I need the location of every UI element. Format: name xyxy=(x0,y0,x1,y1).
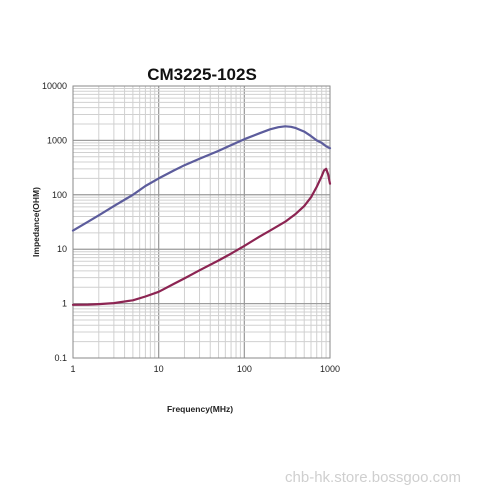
y-tick-label: 1000 xyxy=(47,135,67,145)
watermark-text: chb-hk.store.bossgoo.com xyxy=(285,469,461,486)
x-axis-label: Frequency(MHz) xyxy=(167,404,233,414)
y-tick-label: 1 xyxy=(62,299,67,309)
y-tick-label: 100 xyxy=(52,190,67,200)
x-tick-label: 1 xyxy=(70,364,75,374)
chart-title: CM3225-102S xyxy=(147,65,257,84)
plot-frame xyxy=(72,85,331,359)
x-tick-label: 100 xyxy=(237,364,252,374)
y-tick-label: 10000 xyxy=(42,81,67,91)
y-tick-label: 0.1 xyxy=(54,353,67,363)
x-tick-label: 1000 xyxy=(320,364,340,374)
y-tick-label: 10 xyxy=(57,244,67,254)
series-layer xyxy=(71,125,332,306)
series-line-1 xyxy=(71,125,332,232)
series-line-2 xyxy=(71,167,332,306)
grid-lines xyxy=(72,85,331,359)
x-tick-label: 10 xyxy=(154,364,164,374)
y-axis-label: Impedance(OHM) xyxy=(31,187,41,257)
